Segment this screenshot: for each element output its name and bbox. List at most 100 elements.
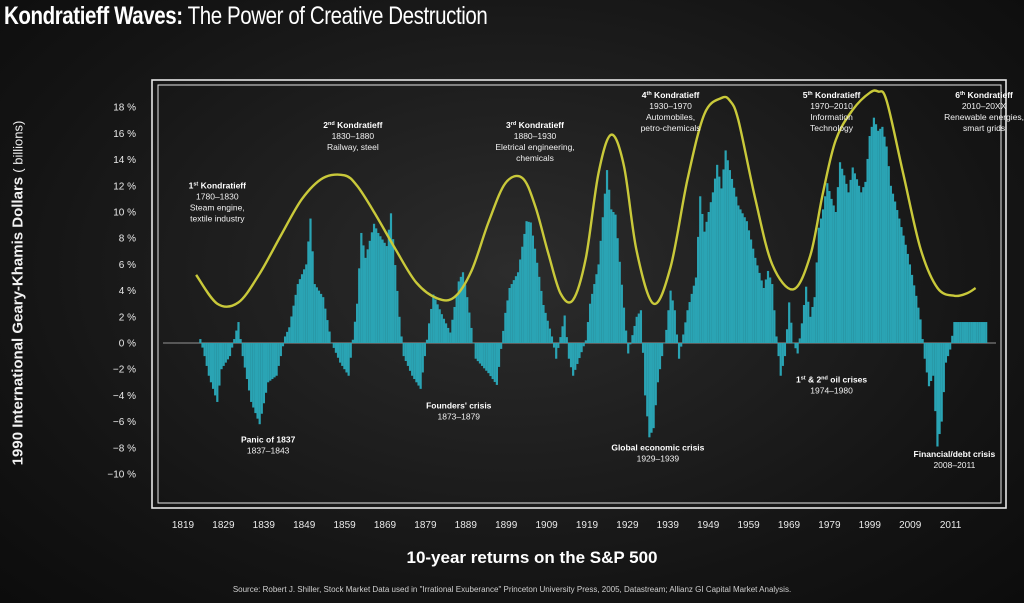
annotation-line: 1873–1879 (437, 412, 480, 422)
x-tick-label: 2009 (899, 520, 922, 531)
bar (531, 235, 535, 343)
bar (785, 329, 789, 343)
bar (406, 343, 410, 366)
bar (824, 196, 827, 343)
bar (324, 308, 327, 343)
bar (915, 295, 918, 343)
bar (635, 316, 638, 343)
bar (250, 343, 253, 402)
bar (980, 322, 984, 343)
bar (211, 343, 215, 389)
bar (857, 185, 861, 343)
bar (680, 343, 683, 347)
annotation-line: Information (810, 112, 853, 122)
bar (264, 343, 268, 393)
bar (663, 343, 666, 344)
bar (883, 136, 886, 343)
bar (758, 272, 761, 343)
bar (235, 330, 238, 343)
bar (946, 343, 950, 357)
bar (449, 332, 452, 343)
bar (841, 168, 844, 343)
x-axis-title: 10-year returns on the S&P 500 (0, 548, 1024, 568)
bar (716, 164, 719, 343)
bar (982, 322, 986, 343)
bar (502, 330, 505, 343)
bar (756, 265, 759, 343)
bar (968, 322, 971, 343)
bar (783, 343, 787, 357)
bar (519, 259, 522, 343)
bar (601, 217, 604, 343)
bar (972, 322, 975, 343)
bar (366, 249, 369, 343)
bar (514, 276, 518, 343)
bar (489, 343, 492, 377)
bar (749, 239, 753, 343)
bar (773, 310, 776, 343)
bar (258, 343, 261, 425)
annotation-line: 1837–1843 (247, 446, 290, 456)
bar (726, 160, 729, 343)
bar (807, 301, 810, 343)
bar (464, 284, 467, 343)
bar (760, 280, 763, 343)
bar (317, 290, 321, 343)
x-tick-label: 1889 (455, 520, 478, 531)
bar (239, 339, 242, 343)
bar (495, 343, 498, 385)
bar (353, 321, 357, 343)
bar (341, 343, 344, 366)
x-tick-label: 1819 (172, 520, 195, 531)
bar (938, 343, 941, 435)
bar (675, 334, 679, 343)
bar (432, 294, 435, 343)
bar (243, 343, 246, 368)
bar (605, 170, 609, 343)
x-tick-label: 1919 (576, 520, 599, 531)
bar (853, 173, 856, 343)
bar (411, 343, 414, 376)
bar (313, 284, 316, 343)
bar (610, 209, 613, 343)
bar (949, 343, 952, 350)
bar (396, 290, 399, 343)
bar (286, 331, 289, 343)
chart-title-rest: The Power of Creative Destruction (187, 2, 488, 30)
bar (764, 279, 767, 343)
bar (273, 343, 276, 378)
bar (921, 339, 924, 343)
bar (231, 343, 234, 348)
bar (207, 343, 210, 376)
bar (237, 322, 240, 343)
bar (224, 343, 227, 363)
bar (209, 343, 213, 383)
bar (493, 343, 496, 382)
bar (383, 242, 386, 343)
bar (356, 303, 359, 343)
bar (728, 170, 731, 343)
chart-frame-outer (151, 79, 1007, 509)
bar (656, 343, 659, 383)
bar (870, 126, 873, 343)
bar (440, 314, 443, 343)
x-tick-label: 1849 (293, 520, 316, 531)
bar (400, 336, 403, 343)
bar (595, 274, 598, 343)
bar (559, 337, 562, 343)
bar (849, 179, 852, 343)
bar (658, 343, 662, 370)
bar (557, 343, 560, 348)
bar (648, 343, 651, 438)
annotation-title: 6th Kondratieff (955, 90, 1013, 100)
bar (845, 183, 848, 343)
bar (904, 244, 907, 343)
bar (730, 178, 734, 343)
annotation-title: 2nd Kondratieff (323, 120, 382, 130)
bar (428, 323, 431, 343)
bar (552, 343, 556, 348)
bar (838, 162, 842, 343)
bar (269, 343, 272, 381)
y-tick-labels: 18 % 16 % 14 % 12 % 10 % 8 % 6 % 4 % 2 % 0 % −2 % −… (107, 103, 136, 481)
